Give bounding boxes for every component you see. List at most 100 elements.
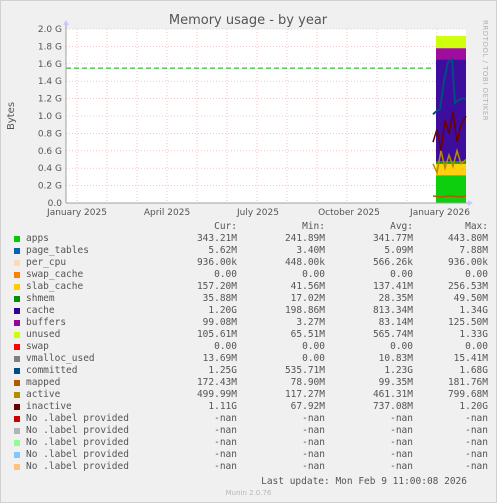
legend-cur: 5.62M (208, 245, 237, 256)
legend-cur: 172.43M (196, 377, 237, 388)
legend-name: swap (26, 341, 49, 352)
legend-name: shmem (26, 293, 55, 304)
col-avg: Avg: (390, 221, 413, 232)
legend-name: vmalloc_used (26, 353, 95, 364)
legend-cur: 1.11G (208, 401, 237, 412)
legend-max: 0.00 (465, 341, 488, 352)
legend-min: 3.27M (296, 317, 325, 328)
legend-max: 125.50M (447, 317, 488, 328)
legend-cur: 1.25G (208, 365, 237, 376)
legend-min: 0.00 (302, 353, 325, 364)
legend-cur: 13.69M (202, 353, 237, 364)
legend-min: 0.00 (302, 269, 325, 280)
legend-avg: -nan (390, 461, 413, 472)
legend-max: 181.76M (447, 377, 488, 388)
legend-swatch (14, 404, 20, 410)
legend-avg: -nan (390, 425, 413, 436)
legend-row: slab_cache 157.20M 41.56M 137.41M 256.53M (12, 281, 492, 293)
legend-max: 1.34G (459, 305, 488, 316)
legend-name: cache (26, 305, 55, 316)
legend-min: 41.56M (290, 281, 325, 292)
stack-band (436, 163, 466, 176)
legend-cur: 343.21M (196, 233, 237, 244)
legend-avg: 5.09M (384, 245, 413, 256)
y-tick-label: 1.2 G (38, 95, 62, 105)
x-tick-label: July 2025 (236, 208, 279, 218)
series-committed-line (432, 57, 466, 116)
legend-swatch (14, 452, 20, 458)
legend-swatch (14, 356, 20, 362)
legend-swatch (14, 380, 20, 386)
legend-row: No .label provided -nan -nan -nan -nan (12, 461, 492, 473)
legend-row: inactive 1.11G 67.92M 737.08M 1.20G (12, 401, 492, 413)
legend-cur: 99.08M (202, 317, 237, 328)
legend-min: 117.27M (284, 389, 325, 400)
y-tick-label: 1.8 G (38, 42, 62, 52)
x-tick-label: October 2025 (318, 208, 380, 218)
legend-swatch (14, 440, 20, 446)
legend-avg: -nan (390, 413, 413, 424)
legend-row: page_tables 5.62M 3.40M 5.09M 7.88M (12, 245, 492, 257)
legend-name: apps (26, 233, 49, 244)
legend-max: 7.88M (459, 245, 488, 256)
legend-row: No .label provided -nan -nan -nan -nan (12, 449, 492, 461)
legend-row: unused 105.61M 65.51M 565.74M 1.33G (12, 329, 492, 341)
legend-max: -nan (465, 413, 488, 424)
legend-cur: -nan (214, 425, 237, 436)
legend-row: shmem 35.88M 17.02M 28.35M 49.50M (12, 293, 492, 305)
legend-min: -nan (302, 461, 325, 472)
y-tick-label: 2.0 G (38, 25, 62, 35)
stack-band (436, 59, 466, 162)
y-tick-label: 1.6 G (38, 60, 62, 70)
legend-max: 936.00k (447, 257, 488, 268)
col-min: Min: (302, 221, 325, 232)
legend-max: 15.41M (453, 353, 488, 364)
legend-swatch (14, 284, 20, 290)
series-mapped-line (432, 195, 467, 198)
legend-row: mapped 172.43M 78.90M 99.35M 181.76M (12, 377, 492, 389)
legend-cur: -nan (214, 449, 237, 460)
chart-title: Memory usage - by year (169, 13, 328, 28)
legend-table: Cur: Min: Avg: Max: apps 343.21M 241.89M 34… (12, 221, 492, 473)
y-tick-label: 1.4 G (38, 77, 62, 87)
legend-row: No .label provided -nan -nan -nan -nan (12, 425, 492, 437)
legend-row: swap_cache 0.00 0.00 0.00 0.00 (12, 269, 492, 281)
munin-version: Munin 2.0.76 (225, 489, 272, 497)
legend-row: active 499.99M 117.27M 461.31M 799.68M (12, 389, 492, 401)
y-tick-label: 0.6 G (38, 147, 62, 157)
legend-avg: 813.34M (372, 305, 413, 316)
legend-avg: 0.00 (390, 341, 413, 352)
legend-min: 0.00 (302, 341, 325, 352)
legend-row: swap 0.00 0.00 0.00 0.00 (12, 341, 492, 353)
legend-cur: 1.20G (208, 305, 237, 316)
legend-name: No .label provided (26, 425, 129, 436)
legend-name: unused (26, 329, 61, 340)
legend-min: -nan (302, 437, 325, 448)
legend-swatch (14, 296, 20, 302)
legend-cur: 157.20M (196, 281, 237, 292)
legend-min: 241.89M (284, 233, 325, 244)
legend-max: 49.50M (453, 293, 488, 304)
y-axis-arrow (63, 20, 69, 25)
x-axis-arrow (468, 200, 473, 206)
legend-max: 799.68M (447, 389, 488, 400)
legend-avg: 10.83M (378, 353, 413, 364)
legend-swatch (14, 260, 20, 266)
legend-max: 1.68G (459, 365, 488, 376)
y-tick-label: 0.0 (48, 199, 63, 209)
col-cur: Cur: (214, 221, 237, 232)
legend-swatch (14, 308, 20, 314)
legend-cur: -nan (214, 461, 237, 472)
legend-min: 3.40M (296, 245, 325, 256)
legend-cur: 105.61M (196, 329, 237, 340)
legend-row: No .label provided -nan -nan -nan -nan (12, 413, 492, 425)
legend-swatch (14, 428, 20, 434)
stack-band (436, 175, 466, 203)
rrdtool-side-label: RRDTOOL / TOBI OETIKER (481, 20, 489, 121)
chart: Memory usage - by year Bytes RRDTOOL / T… (6, 13, 489, 218)
legend-avg: 0.00 (390, 269, 413, 280)
legend-cur: 499.99M (196, 389, 237, 400)
legend-swatch (14, 344, 20, 350)
legend-avg: 566.26k (372, 257, 413, 268)
legend-avg: 461.31M (372, 389, 413, 400)
